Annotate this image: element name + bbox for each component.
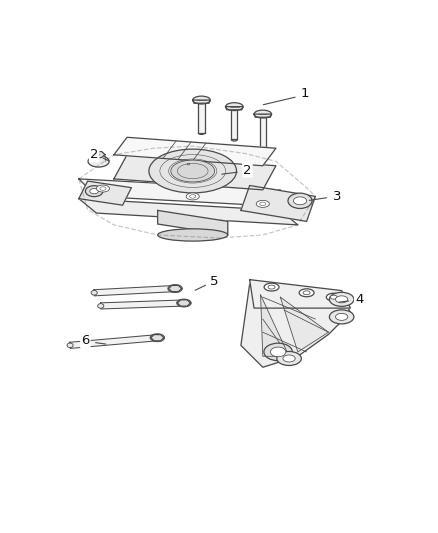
Text: 6: 6: [81, 335, 90, 348]
Polygon shape: [280, 297, 328, 352]
Ellipse shape: [336, 313, 348, 320]
Polygon shape: [101, 300, 184, 309]
Text: 2: 2: [243, 164, 252, 176]
Ellipse shape: [85, 185, 103, 197]
Ellipse shape: [283, 355, 295, 362]
Ellipse shape: [329, 292, 354, 306]
Ellipse shape: [67, 343, 73, 348]
Polygon shape: [158, 211, 228, 235]
Polygon shape: [177, 300, 191, 306]
Polygon shape: [226, 107, 243, 110]
Polygon shape: [114, 138, 276, 166]
Polygon shape: [241, 284, 350, 367]
Ellipse shape: [97, 154, 100, 155]
Ellipse shape: [268, 285, 275, 289]
Ellipse shape: [96, 185, 110, 192]
Ellipse shape: [149, 149, 237, 193]
Text: 5: 5: [210, 276, 219, 288]
Polygon shape: [193, 100, 210, 103]
Ellipse shape: [187, 164, 190, 165]
Ellipse shape: [98, 304, 104, 308]
Ellipse shape: [277, 351, 301, 366]
Polygon shape: [241, 185, 315, 221]
Polygon shape: [79, 181, 131, 205]
Polygon shape: [151, 335, 164, 341]
Polygon shape: [70, 335, 158, 349]
Ellipse shape: [270, 347, 286, 357]
Ellipse shape: [256, 200, 269, 207]
Ellipse shape: [303, 291, 310, 295]
Text: 1: 1: [300, 87, 309, 100]
Text: 3: 3: [333, 190, 342, 203]
Ellipse shape: [330, 295, 337, 299]
Ellipse shape: [336, 296, 348, 303]
Ellipse shape: [326, 293, 341, 301]
Polygon shape: [79, 179, 298, 207]
Polygon shape: [261, 295, 289, 356]
Ellipse shape: [158, 229, 228, 241]
Polygon shape: [94, 286, 175, 296]
Polygon shape: [198, 100, 205, 133]
Text: 2: 2: [90, 148, 99, 161]
Ellipse shape: [88, 156, 109, 167]
Polygon shape: [114, 155, 276, 190]
Ellipse shape: [226, 103, 243, 110]
Polygon shape: [260, 114, 266, 147]
Text: 4: 4: [355, 293, 364, 306]
Ellipse shape: [90, 189, 99, 194]
Ellipse shape: [178, 165, 199, 177]
Ellipse shape: [299, 289, 314, 297]
Ellipse shape: [186, 193, 199, 200]
Ellipse shape: [329, 310, 354, 324]
Ellipse shape: [264, 283, 279, 291]
Ellipse shape: [190, 195, 196, 198]
Ellipse shape: [193, 96, 210, 104]
Ellipse shape: [91, 290, 97, 295]
Polygon shape: [169, 285, 182, 292]
Ellipse shape: [293, 197, 307, 205]
Polygon shape: [231, 107, 237, 140]
Polygon shape: [92, 151, 105, 158]
Ellipse shape: [288, 193, 312, 208]
Ellipse shape: [171, 160, 215, 182]
Ellipse shape: [100, 187, 106, 190]
Ellipse shape: [254, 110, 272, 118]
Polygon shape: [254, 114, 272, 117]
Polygon shape: [182, 161, 194, 167]
Ellipse shape: [264, 343, 293, 361]
Polygon shape: [250, 280, 350, 308]
Polygon shape: [79, 199, 298, 225]
Ellipse shape: [260, 202, 266, 206]
